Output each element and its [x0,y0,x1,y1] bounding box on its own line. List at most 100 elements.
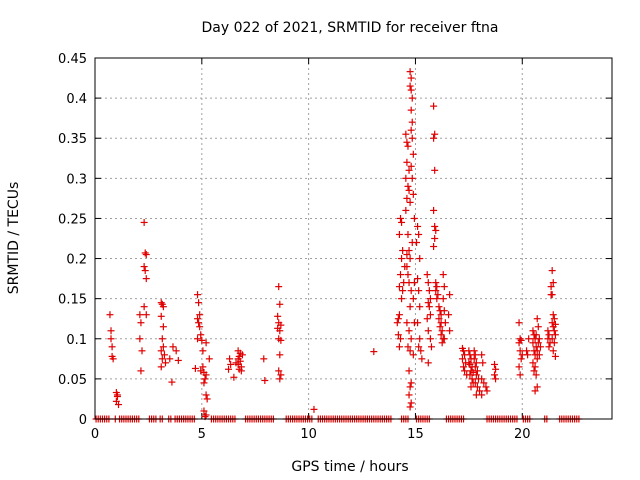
x-tick-label: 5 [198,427,206,442]
data-point [515,319,523,327]
data-point [408,174,416,182]
data-point [424,359,432,367]
data-point [410,279,418,287]
y-axis-label: SRMTID / TECUs [6,182,22,295]
data-point [409,295,417,303]
data-point [395,343,403,351]
data-point [548,291,556,299]
data-point [158,335,166,343]
data-point [461,367,469,375]
data-point [479,359,487,367]
y-tick-label: 0 [79,413,87,428]
data-point [157,299,165,307]
data-point [142,275,150,283]
data-point [534,323,542,331]
data-point [138,347,146,355]
data-point [551,352,559,360]
data-point [423,315,431,323]
data-point [197,331,205,339]
data-point [406,303,414,311]
data-point [395,230,403,238]
data-point [142,311,150,319]
data-point [433,295,441,303]
data-point [397,335,404,343]
data-point [403,263,411,271]
y-tick-label: 0.3 [66,172,87,187]
data-point [404,142,412,150]
data-point [466,371,474,379]
data-point [472,371,480,379]
data-point [108,343,116,351]
data-point [471,363,479,371]
data-point [473,383,481,391]
data-point [160,351,168,359]
data-point [157,363,165,371]
data-point [409,351,417,359]
data-point [276,327,284,335]
y-tick-label: 0.2 [66,253,87,268]
data-point [403,158,411,166]
data-point [523,347,531,355]
data-point [202,411,210,419]
data-point [142,251,150,259]
data-point [202,371,210,379]
data-point [465,359,473,367]
data-point [395,283,403,291]
data-point [548,267,556,275]
data-point [407,86,415,94]
data-point [115,401,122,409]
data-point [550,327,558,335]
data-point [432,287,440,295]
data-point [418,355,426,363]
data-point [405,247,413,255]
data-point [432,279,440,287]
data-point [425,303,433,311]
data-point [530,367,538,375]
data-point [277,336,285,344]
data-point [536,343,544,351]
data-point [435,315,443,323]
x-axis-label: GPS time / hours [291,459,408,475]
data-point [402,130,410,138]
data-point [200,407,208,415]
data-point [437,331,445,339]
data-point [195,299,203,307]
data-point [470,355,478,363]
data-point [404,271,412,279]
data-point [551,331,559,339]
data-point [113,391,121,399]
data-point [172,347,180,355]
data-point [174,356,182,364]
data-point [199,363,207,371]
data-point [433,283,441,291]
data-point [431,222,439,230]
data-point [107,335,115,343]
data-point [194,315,202,323]
data-point [157,347,165,355]
data-point [415,287,423,295]
data-point [425,287,433,295]
data-points [92,68,583,423]
data-point [203,395,211,403]
data-point [277,371,285,379]
data-point [409,190,417,198]
data-point [415,230,423,238]
data-point [205,355,213,363]
data-point [195,319,203,327]
data-point [416,303,424,311]
data-point [446,327,454,335]
data-point [140,303,148,311]
data-point [440,335,448,343]
data-point [194,291,202,299]
data-point [403,194,411,202]
data-point [529,327,537,335]
data-point [440,283,448,291]
data-point [227,360,235,368]
data-point [437,311,445,319]
data-point [407,379,415,387]
data-point [478,391,486,399]
y-tick-label: 0.25 [58,212,87,227]
data-point [483,387,491,395]
